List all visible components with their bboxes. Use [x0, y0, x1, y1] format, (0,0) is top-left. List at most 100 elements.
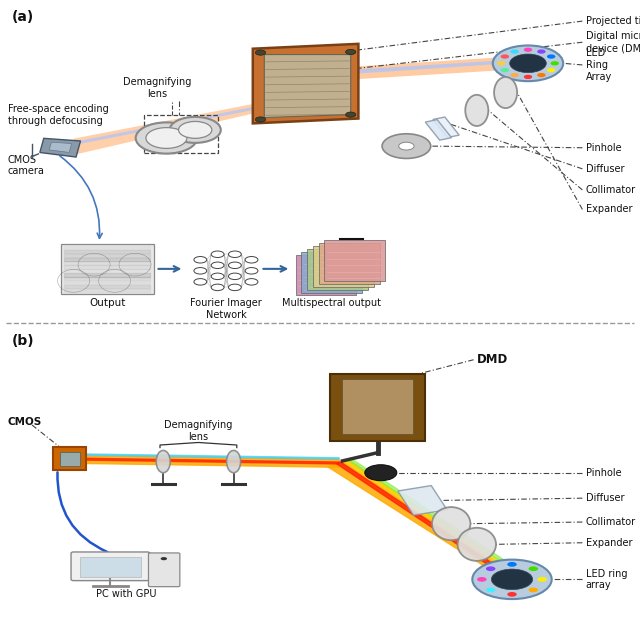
Text: Collimator: Collimator	[586, 185, 636, 195]
Polygon shape	[253, 44, 358, 123]
Text: Digital micromirror
device (DMD): Digital micromirror device (DMD)	[586, 32, 640, 53]
Polygon shape	[344, 460, 522, 577]
Ellipse shape	[227, 451, 241, 473]
Polygon shape	[397, 485, 447, 515]
Circle shape	[493, 46, 563, 81]
Circle shape	[547, 55, 556, 59]
Ellipse shape	[156, 451, 170, 473]
Circle shape	[529, 566, 538, 571]
Text: Collimator: Collimator	[586, 517, 636, 527]
Text: 100 μm: 100 μm	[337, 242, 369, 251]
Circle shape	[194, 267, 207, 274]
Circle shape	[508, 562, 516, 566]
Text: Expander: Expander	[586, 538, 632, 548]
Circle shape	[228, 273, 241, 280]
Text: Free-space encoding
through defocusing: Free-space encoding through defocusing	[8, 104, 108, 126]
Circle shape	[194, 278, 207, 285]
Circle shape	[537, 73, 545, 77]
Circle shape	[228, 284, 241, 291]
FancyBboxPatch shape	[313, 246, 374, 287]
Circle shape	[529, 588, 538, 592]
Text: LED
Ring
Array: LED Ring Array	[586, 48, 612, 82]
FancyBboxPatch shape	[148, 553, 180, 586]
Text: Expander: Expander	[586, 204, 632, 215]
Text: (a): (a)	[12, 10, 34, 24]
FancyBboxPatch shape	[60, 452, 80, 466]
Circle shape	[486, 566, 495, 571]
Circle shape	[245, 278, 258, 285]
Text: Projected tissue image: Projected tissue image	[586, 16, 640, 26]
Circle shape	[537, 50, 545, 54]
Polygon shape	[306, 60, 509, 77]
Polygon shape	[74, 101, 269, 155]
Text: (b): (b)	[12, 334, 34, 349]
Text: Diffuser: Diffuser	[586, 493, 624, 503]
Circle shape	[399, 142, 414, 150]
Circle shape	[346, 112, 356, 117]
Ellipse shape	[432, 507, 470, 540]
Ellipse shape	[494, 77, 517, 108]
Polygon shape	[85, 454, 339, 459]
Circle shape	[486, 588, 495, 592]
Circle shape	[477, 577, 486, 582]
Text: Pinhole: Pinhole	[586, 143, 621, 153]
Circle shape	[179, 122, 212, 138]
Circle shape	[245, 257, 258, 263]
Text: CMOS: CMOS	[8, 417, 42, 427]
Polygon shape	[328, 459, 519, 581]
FancyBboxPatch shape	[80, 557, 141, 577]
Text: Fourier Imager
Network: Fourier Imager Network	[190, 298, 262, 320]
Text: DMD: DMD	[477, 353, 508, 367]
Circle shape	[255, 117, 266, 122]
Text: Pinhole: Pinhole	[586, 467, 621, 478]
Polygon shape	[264, 55, 351, 118]
Polygon shape	[433, 117, 460, 138]
Circle shape	[228, 262, 241, 269]
FancyBboxPatch shape	[307, 249, 368, 289]
Circle shape	[500, 68, 509, 72]
FancyBboxPatch shape	[71, 552, 150, 581]
Polygon shape	[49, 142, 72, 152]
Circle shape	[550, 61, 559, 66]
Circle shape	[547, 68, 556, 72]
Text: Demagnifying
lens: Demagnifying lens	[164, 420, 232, 442]
FancyBboxPatch shape	[301, 252, 362, 293]
FancyBboxPatch shape	[319, 243, 380, 284]
Polygon shape	[40, 138, 81, 157]
Circle shape	[492, 569, 532, 590]
Ellipse shape	[458, 528, 496, 561]
Circle shape	[524, 48, 532, 52]
Circle shape	[255, 50, 266, 55]
Circle shape	[509, 54, 547, 73]
Circle shape	[508, 592, 516, 597]
Polygon shape	[306, 57, 509, 82]
Polygon shape	[347, 458, 525, 575]
Circle shape	[136, 122, 197, 154]
Circle shape	[524, 75, 532, 79]
Circle shape	[194, 257, 207, 263]
Circle shape	[228, 251, 241, 257]
Polygon shape	[74, 104, 269, 145]
Circle shape	[500, 55, 509, 59]
Circle shape	[161, 557, 167, 560]
Text: Demagnifying
lens: Demagnifying lens	[123, 77, 191, 99]
Circle shape	[346, 50, 356, 55]
FancyBboxPatch shape	[296, 255, 356, 296]
FancyBboxPatch shape	[330, 374, 425, 440]
Circle shape	[211, 273, 224, 280]
Circle shape	[211, 251, 224, 257]
Polygon shape	[336, 462, 515, 580]
Circle shape	[245, 267, 258, 274]
Text: LED ring
array: LED ring array	[586, 568, 627, 590]
FancyArrowPatch shape	[58, 473, 108, 552]
Text: Diffuser: Diffuser	[586, 164, 624, 174]
Circle shape	[510, 73, 519, 77]
Circle shape	[382, 134, 431, 158]
Text: CMOS
camera: CMOS camera	[8, 155, 45, 176]
Circle shape	[538, 577, 547, 582]
FancyBboxPatch shape	[61, 244, 154, 294]
Text: Multispectral output: Multispectral output	[282, 298, 381, 308]
Text: PC with GPU: PC with GPU	[96, 589, 156, 599]
Circle shape	[211, 262, 224, 269]
Polygon shape	[425, 120, 452, 140]
